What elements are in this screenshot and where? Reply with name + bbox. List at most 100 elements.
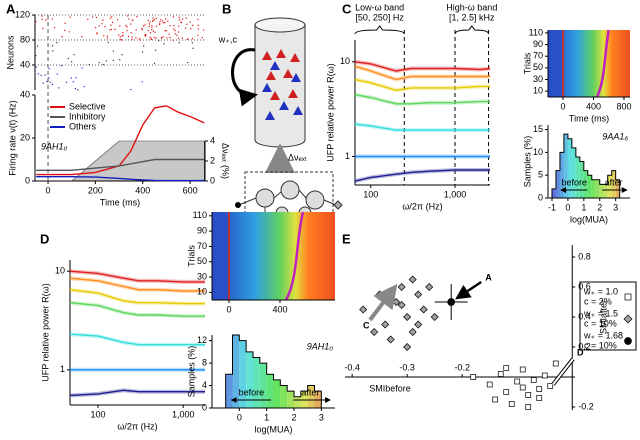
spike <box>197 18 199 21</box>
y-tick-label: 0.8 <box>578 251 591 261</box>
bar <box>587 175 592 198</box>
spike <box>116 19 119 21</box>
band-brace <box>354 25 405 35</box>
spike <box>180 21 182 23</box>
bar <box>583 170 588 198</box>
bar <box>615 179 620 198</box>
spike <box>158 40 160 42</box>
spike <box>150 38 153 40</box>
y-tick-label: 0.4 <box>578 311 591 321</box>
y-tick-label: 5 <box>538 170 543 180</box>
spike <box>52 50 54 52</box>
heatmap-left <box>548 30 564 97</box>
spike <box>64 22 66 24</box>
spike <box>51 18 53 20</box>
spike <box>95 16 98 19</box>
spike <box>35 20 37 23</box>
point <box>547 383 554 389</box>
spike <box>58 87 60 89</box>
y-tick-label: 40 <box>20 89 30 99</box>
onset-curve <box>284 211 305 301</box>
annotation: A <box>485 272 492 282</box>
spike <box>36 45 39 47</box>
y-tick-label: 10 <box>533 147 543 157</box>
spike <box>149 36 151 38</box>
annotation: C <box>363 320 370 330</box>
spike <box>131 39 133 41</box>
spike <box>145 34 147 36</box>
y-tick-label: 10 <box>55 266 65 276</box>
spike <box>61 36 63 38</box>
spike <box>178 42 180 44</box>
spike <box>35 66 37 68</box>
spike <box>168 33 170 35</box>
bar <box>599 184 604 198</box>
series-band <box>354 77 490 93</box>
bar <box>287 391 294 408</box>
point <box>536 395 543 401</box>
annotation: D <box>577 347 584 357</box>
series-line <box>354 78 490 92</box>
spike <box>136 16 138 18</box>
bar <box>611 170 616 198</box>
y-tick-label: 80 <box>20 34 30 44</box>
spike <box>152 19 154 21</box>
spike <box>174 29 176 32</box>
y-tick-label: 8 <box>202 357 207 367</box>
spike <box>151 26 153 29</box>
series-line <box>354 94 490 105</box>
spike <box>178 25 180 27</box>
spike <box>159 23 161 25</box>
y2-tick-label: 2 <box>210 155 215 165</box>
spike <box>41 15 43 17</box>
series-line <box>69 333 205 346</box>
legend-label: w₊ = 1.68 <box>583 330 623 340</box>
spike <box>81 67 83 69</box>
spike <box>64 29 66 31</box>
spike <box>56 42 58 44</box>
x-tick-label: 800 <box>616 101 631 111</box>
spike <box>126 26 128 28</box>
x-tick-label: 400 <box>586 101 601 111</box>
y-axis-label: UFP relative power R(ω) <box>325 63 335 161</box>
spike <box>143 45 145 47</box>
y-tick-label: 0 <box>25 175 30 185</box>
spike <box>126 30 128 32</box>
spike <box>42 82 44 84</box>
spike <box>119 36 121 38</box>
y-tick-label: 90 <box>533 39 543 49</box>
spike <box>120 39 123 41</box>
x-tick-label: 200 <box>88 185 103 195</box>
band-range: [1, 2.5] kHz <box>449 12 495 22</box>
spike <box>169 36 171 39</box>
spike <box>73 53 75 56</box>
spike <box>41 18 43 20</box>
spike <box>119 39 121 41</box>
y-axis-label: Trials <box>186 245 196 267</box>
panel-label: D <box>40 231 49 246</box>
point <box>403 343 412 351</box>
point <box>408 328 417 336</box>
spike <box>197 28 200 30</box>
spike <box>101 23 103 25</box>
y-tick-label: 20 <box>20 132 30 142</box>
neurons <box>262 49 303 120</box>
heatmap-left <box>212 212 229 300</box>
panel-label: E <box>342 231 351 246</box>
legend-label: w₊ = 1.0 <box>583 286 618 296</box>
point <box>541 372 548 379</box>
spike <box>75 77 77 79</box>
spike <box>180 21 183 24</box>
cylinder-top <box>254 17 306 33</box>
x-tick-label: 0 <box>237 412 242 422</box>
legend-condition: c = 10% <box>584 340 617 350</box>
legend-label: Selective <box>69 101 106 111</box>
y-axis-label: Firing rate ν(t) (Hz) <box>7 100 17 176</box>
spike <box>104 26 106 28</box>
x-tick-label: 100 <box>363 189 378 199</box>
point <box>470 374 477 380</box>
y-axis-label: SMIafter <box>599 300 609 334</box>
spike <box>178 16 180 18</box>
spike <box>187 61 189 64</box>
bar <box>239 340 247 408</box>
